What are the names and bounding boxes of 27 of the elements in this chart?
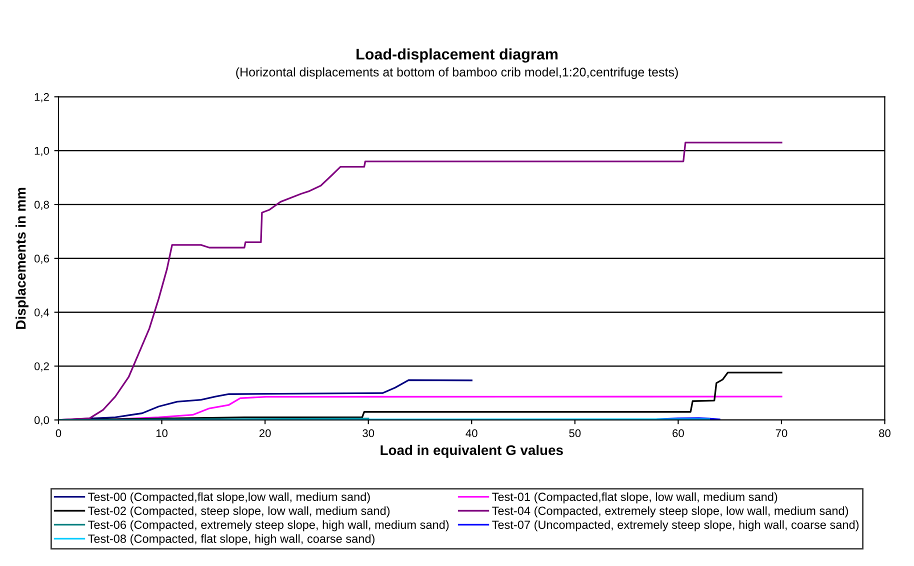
chart-title: Load-displacement diagram bbox=[356, 48, 558, 63]
x-tick-label: 0 bbox=[56, 429, 62, 438]
x-tick-label: 80 bbox=[879, 429, 890, 438]
legend-label: Test-07 (Uncompacted, extremely steep slope, high wall, coarse sand) bbox=[492, 520, 859, 532]
x-tick-label: 30 bbox=[362, 429, 374, 438]
y-tick-label: 0,8 bbox=[34, 200, 49, 210]
x-tick-label: 40 bbox=[466, 429, 478, 438]
legend-label: Test-01 (Compacted,flat slope, low wall, medium sand) bbox=[492, 492, 778, 504]
legend-label: Test-02 (Compacted, steep slope, low wall, medium sand) bbox=[88, 506, 390, 518]
legend-label: Test-08 (Compacted, flat slope, high wall, coarse sand) bbox=[88, 534, 374, 546]
x-tick-label: 10 bbox=[156, 429, 168, 438]
legend-label: Test-04 (Compacted, extremely steep slope, low wall, medium sand) bbox=[492, 506, 848, 518]
x-tick-label: 60 bbox=[672, 429, 684, 438]
x-tick-label: 70 bbox=[776, 429, 788, 438]
y-axis-title: Displacements in mm bbox=[16, 188, 28, 329]
y-tick-label: 0,4 bbox=[34, 308, 50, 318]
legend-label: Test-00 (Compacted,flat slope,low wall, medium sand) bbox=[88, 492, 370, 504]
y-tick-label: 0,6 bbox=[34, 254, 49, 264]
y-tick-label: 0,2 bbox=[34, 362, 49, 372]
legend-label: Test-06 (Compacted, extremely steep slope, high wall, medium sand) bbox=[88, 520, 449, 532]
x-tick-label: 20 bbox=[259, 429, 271, 438]
chart-subtitle: (Horizontal displacements at bottom of bamboo crib model,1:20,centrifuge tests) bbox=[236, 67, 678, 80]
y-tick-label: 0,0 bbox=[34, 416, 50, 426]
x-axis-title: Load in equivalent G values bbox=[380, 444, 563, 458]
y-tick-label: 1,0 bbox=[34, 146, 50, 156]
y-tick-label: 1,2 bbox=[34, 93, 49, 102]
x-tick-label: 50 bbox=[569, 429, 581, 438]
